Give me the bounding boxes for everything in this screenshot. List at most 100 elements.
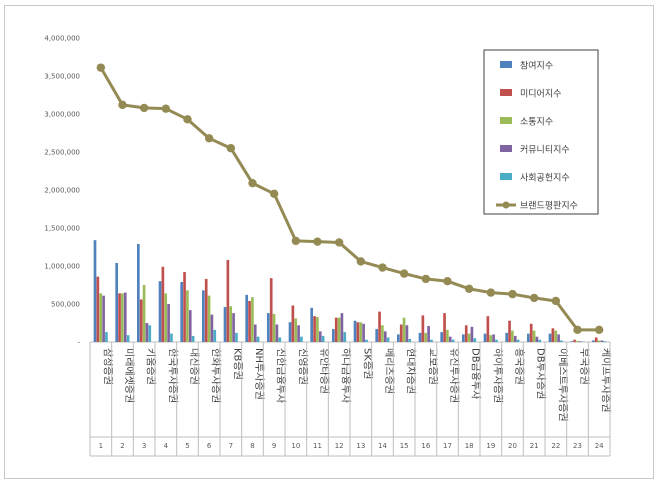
bar-2-cat-15 (399, 324, 403, 342)
bar-5-cat-18 (473, 338, 477, 342)
bar-5-cat-19 (495, 339, 498, 342)
bar-1-cat-21 (527, 333, 530, 342)
bar-2-cat-19 (486, 316, 490, 342)
bar-1-cat-13 (353, 320, 357, 342)
y-tick-label: 2,500,000 (44, 149, 80, 157)
bar-1-cat-6 (202, 290, 205, 342)
bar-1-cat-3 (137, 243, 140, 342)
bar-2-cat-1 (96, 276, 100, 342)
reputation-point-8 (248, 178, 257, 188)
bar-4-cat-16 (427, 326, 430, 342)
category-label: 키움증권 (145, 348, 157, 385)
bar-3-cat-23 (576, 340, 579, 342)
reputation-point-2 (118, 100, 127, 110)
bar-1-cat-17 (440, 332, 444, 342)
bar-2-cat-12 (334, 317, 338, 342)
x-axis: 삼성증권 1 미래에셋증권 2 키움증권 3 한국투자증권 4 대신증권 5 한화투자증권 6 KB증권… (89, 342, 612, 457)
bar-2-cat-7 (226, 259, 230, 342)
bar-3-cat-20 (511, 330, 514, 342)
bar-3-cat-22 (554, 330, 558, 342)
bar-1-cat-24 (592, 340, 595, 342)
legend-label: 브랜드평판지수 (520, 201, 578, 212)
rank-label: 7 (229, 442, 233, 450)
bar-3-cat-7 (229, 306, 233, 342)
bar-2-cat-20 (508, 320, 511, 342)
bar-4-cat-9 (275, 324, 279, 342)
rank-label: 10 (291, 442, 300, 450)
bar-1-cat-20 (505, 332, 509, 342)
bar-4-cat-15 (405, 325, 409, 342)
category-label: 삼성증권 (101, 348, 113, 385)
bar-3-cat-5 (186, 290, 189, 342)
bar-4-cat-18 (470, 326, 474, 342)
bar-1-cat-7 (223, 307, 227, 342)
bar-2-cat-14 (378, 311, 381, 342)
legend-swatch (500, 173, 512, 180)
bar-5-cat-8 (256, 336, 260, 342)
bar-5-cat-24 (603, 341, 607, 342)
bar-1-cat-16 (418, 332, 422, 342)
bar-4-cat-1 (102, 295, 105, 342)
bar-1-cat-8 (245, 294, 249, 342)
bar-3-cat-11 (316, 316, 319, 342)
legend-label: 미디어지수 (520, 89, 561, 100)
bar-1-cat-5 (180, 281, 184, 342)
bar-2-cat-9 (269, 278, 273, 342)
category-label: NH투자증권 (253, 348, 265, 400)
category-label: 케이프투자증권 (600, 348, 612, 412)
rank-label: 16 (421, 442, 430, 450)
category-label: SK증권 (361, 348, 373, 379)
reputation-point-18 (464, 284, 474, 293)
category-label: 한화투자증권 (210, 348, 222, 403)
bar-4-cat-10 (297, 325, 300, 342)
bar-3-cat-10 (294, 318, 298, 342)
bar-2-cat-10 (291, 305, 295, 342)
bar-4-cat-20 (513, 335, 517, 342)
bar-5-cat-3 (148, 325, 152, 342)
bar-5-cat-9 (278, 337, 282, 342)
bar-3-cat-12 (337, 317, 341, 342)
bar-2-cat-6 (204, 278, 208, 342)
reputation-point-22 (551, 296, 561, 306)
bar-2-cat-8 (248, 300, 251, 342)
bar-1-cat-11 (310, 307, 314, 342)
bar-5-cat-17 (451, 339, 455, 342)
category-label: 신한금융투자 (275, 348, 287, 403)
category-label: 하이투자증권 (491, 348, 504, 403)
rank-label: 11 (313, 442, 322, 450)
rank-label: 1 (99, 442, 103, 450)
reputation-point-16 (421, 274, 431, 284)
rank-label: 24 (595, 442, 604, 450)
bar-3-cat-13 (359, 322, 363, 342)
legend-label: 사회공헌지수 (520, 173, 570, 184)
rank-label: 15 (400, 442, 409, 450)
bar-3-cat-16 (424, 332, 428, 342)
reputation-point-1 (96, 63, 106, 72)
bar-5-cat-14 (386, 337, 390, 342)
bar-1-cat-4 (158, 281, 162, 342)
legend-swatch (500, 61, 512, 68)
reputation-point-7 (226, 144, 236, 153)
bar-2-cat-13 (356, 322, 360, 342)
reputation-point-9 (269, 189, 279, 198)
bar-1-cat-9 (267, 313, 270, 342)
reputation-point-4 (161, 104, 171, 113)
bar-4-cat-2 (123, 292, 127, 342)
reputation-point-20 (508, 289, 517, 299)
y-tick-label: 2,000,000 (44, 187, 80, 195)
reputation-point-15 (399, 269, 409, 278)
bar-1-cat-15 (397, 334, 400, 342)
rank-label: 19 (486, 442, 495, 450)
bar-3-cat-4 (164, 293, 168, 342)
rank-label: 9 (272, 442, 276, 450)
bar-4-cat-3 (145, 323, 149, 342)
bar-5-cat-7 (235, 332, 238, 342)
bar-4-cat-5 (188, 310, 192, 342)
reputation-point-23 (573, 325, 582, 335)
bar-2-cat-3 (139, 299, 143, 342)
bar-2-cat-16 (421, 315, 425, 342)
category-label: DB금융투자 (470, 348, 482, 399)
reputation-point-13 (356, 257, 366, 266)
rank-label: 6 (207, 442, 212, 450)
bar-2-cat-4 (161, 266, 165, 342)
